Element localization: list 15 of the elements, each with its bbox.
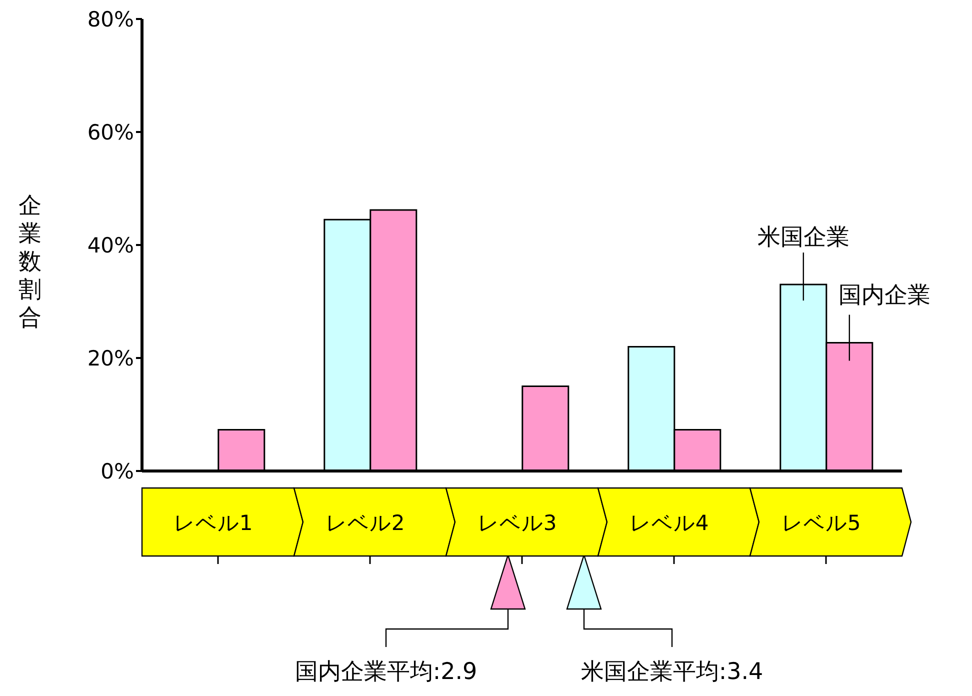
y-tick-label: 60% — [87, 120, 134, 144]
y-tick-label: 20% — [87, 346, 134, 370]
x-tick-label: レベル2 — [325, 511, 405, 535]
text: 国内企業平均:2.9 — [294, 659, 478, 685]
series-label: 国内企業 — [838, 282, 930, 309]
x-tick-label: レベル3 — [477, 511, 557, 535]
x-tick-label: レベル4 — [629, 511, 709, 535]
x-tick-label: レベル1 — [173, 511, 253, 535]
y-tick-label: 40% — [87, 233, 134, 258]
y-axis-title: 企業数割合 — [18, 193, 42, 331]
y-tick-label: 80% — [87, 7, 134, 32]
series-label: 米国企業 — [757, 224, 850, 251]
text: 米国企業平均:3.4 — [580, 659, 764, 685]
y-tick-label: 0% — [100, 459, 134, 484]
x-tick-label: レベル5 — [781, 511, 861, 535]
